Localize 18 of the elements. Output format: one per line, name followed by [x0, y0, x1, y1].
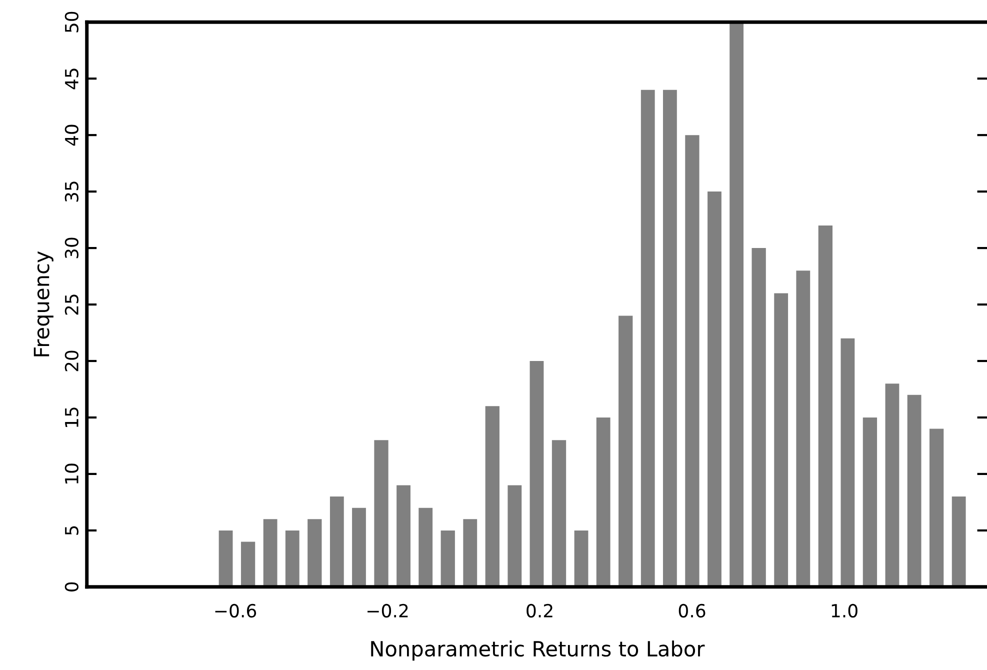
x-tick-label: 0.6 [678, 604, 706, 618]
y-tick-label: 45 [65, 68, 78, 90]
x-tick-label: −0.2 [368, 604, 408, 618]
x-tick-label: 0.2 [526, 604, 552, 618]
x-axis-title: Nonparametric Returns to Labor [371, 640, 705, 661]
y-tick-label: 10 [64, 464, 78, 484]
x-tick-label: −0.6 [215, 604, 256, 618]
y-tick-label: 15 [65, 408, 78, 427]
y-axis-title: Frequency [34, 251, 54, 356]
y-tick-label: 30 [64, 238, 78, 258]
y-tick-label: 0 [64, 582, 78, 592]
y-tick-label: 35 [64, 182, 78, 202]
x-tick-label: 1.0 [832, 604, 858, 618]
y-tick-label: 50 [64, 12, 78, 32]
y-tick-label: 40 [64, 124, 78, 146]
y-tick-label: 5 [65, 526, 78, 535]
y-tick-label: 20 [64, 350, 78, 372]
y-tick-label: 25 [64, 294, 78, 315]
